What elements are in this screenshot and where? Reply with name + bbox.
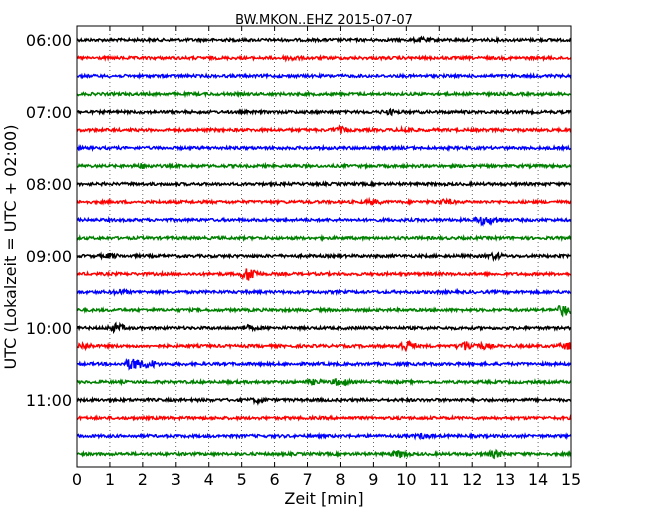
seismic-trace bbox=[76, 124, 572, 134]
x-tick-label: 12 bbox=[462, 470, 482, 489]
plot-frame bbox=[76, 25, 572, 468]
seismic-trace bbox=[76, 396, 572, 406]
seismic-trace bbox=[76, 339, 572, 353]
seismic-trace bbox=[76, 161, 572, 171]
seismic-trace bbox=[76, 53, 572, 63]
y-axis-label: UTC (Lokalzeit = UTC + 02:00) bbox=[1, 125, 20, 370]
y-tick-label: 10:00 bbox=[26, 319, 72, 338]
x-tick-label: 6 bbox=[270, 470, 280, 489]
seismic-trace bbox=[76, 358, 572, 371]
seismic-trace bbox=[76, 196, 572, 207]
x-tick-label: 11 bbox=[429, 470, 449, 489]
y-axis: 06:00 07:00 08:00 09:00 10:00 11:00 bbox=[26, 31, 571, 410]
seismic-trace bbox=[76, 431, 572, 441]
seismic-trace bbox=[76, 251, 572, 263]
y-tick-label: 06:00 bbox=[26, 31, 72, 50]
y-tick-label: 07:00 bbox=[26, 103, 72, 122]
seismic-trace bbox=[76, 448, 572, 460]
y-tick-label: 09:00 bbox=[26, 247, 72, 266]
seismic-trace bbox=[76, 233, 572, 243]
x-tick-label: 2 bbox=[138, 470, 148, 489]
seismic-trace bbox=[76, 377, 572, 387]
x-tick-label: 9 bbox=[368, 470, 378, 489]
grid-lines bbox=[109, 26, 539, 467]
seismic-trace bbox=[76, 143, 572, 153]
x-tick-label: 5 bbox=[237, 470, 247, 489]
y-tick-label: 11:00 bbox=[26, 391, 72, 410]
trace-group bbox=[76, 35, 572, 460]
x-tick-label: 15 bbox=[561, 470, 581, 489]
chart-title: BW.MKON..EHZ 2015-07-07 bbox=[235, 13, 413, 28]
x-tick-label: 7 bbox=[302, 470, 312, 489]
x-tick-label: 1 bbox=[105, 470, 115, 489]
seismic-trace bbox=[76, 215, 572, 227]
seismic-trace bbox=[76, 71, 572, 80]
seismic-trace bbox=[76, 321, 572, 335]
seismic-trace bbox=[77, 304, 571, 318]
seismic-trace bbox=[76, 89, 572, 99]
x-tick-label: 0 bbox=[72, 470, 82, 489]
seismic-trace bbox=[76, 107, 572, 117]
x-tick-label: 14 bbox=[528, 470, 548, 489]
x-axis-label: Zeit [min] bbox=[284, 489, 363, 508]
seismic-trace bbox=[76, 414, 572, 422]
x-tick-label: 10 bbox=[396, 470, 416, 489]
seismic-trace bbox=[76, 179, 572, 189]
x-tick-label: 3 bbox=[171, 470, 181, 489]
seismic-trace bbox=[76, 268, 572, 281]
x-tick-label: 8 bbox=[335, 470, 345, 489]
x-axis: 0 1 2 3 4 5 6 7 8 9 10 11 12 13 14 15 bbox=[72, 26, 581, 489]
y-tick-label: 08:00 bbox=[26, 175, 72, 194]
x-tick-label: 4 bbox=[204, 470, 214, 489]
seismic-trace bbox=[76, 287, 572, 297]
x-tick-label: 13 bbox=[495, 470, 515, 489]
seismic-trace bbox=[76, 35, 572, 45]
